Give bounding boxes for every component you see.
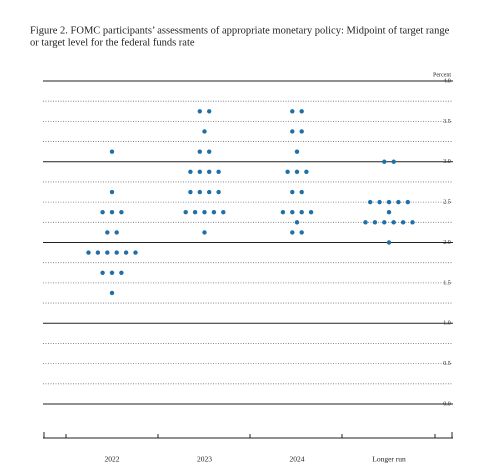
x-tick-label: Longer run (372, 455, 406, 464)
dot (377, 199, 382, 205)
chart-title: Figure 2. FOMC participants’ assessments… (30, 25, 450, 36)
dot (405, 199, 410, 205)
dot (299, 230, 304, 235)
dot (294, 220, 300, 225)
dot (109, 189, 115, 195)
dot (386, 199, 392, 205)
dot (290, 109, 295, 114)
dot (100, 210, 105, 215)
y-tick-label: 1.0 (443, 321, 451, 327)
dot (299, 189, 304, 195)
dot (207, 189, 212, 195)
dot (100, 270, 105, 275)
dot (207, 109, 212, 114)
dot (114, 230, 119, 235)
dot (183, 210, 188, 215)
dot (192, 210, 198, 215)
y-tick-label: 2.5 (443, 200, 451, 206)
y-tick-label: 1.5 (443, 280, 451, 286)
y-axis-label: Percent (433, 72, 451, 78)
dot (299, 210, 304, 215)
dot (363, 220, 368, 225)
dot (290, 210, 295, 215)
dot (109, 149, 115, 154)
dot (396, 199, 401, 205)
dot (95, 250, 101, 255)
dot (105, 250, 110, 255)
dot (368, 199, 373, 205)
y-tick-label: 4.0 (443, 78, 451, 84)
dot (119, 270, 124, 275)
dot (391, 220, 396, 225)
dot (285, 169, 290, 175)
y-tick-label: 2.0 (443, 240, 451, 246)
dot (290, 129, 295, 134)
dot (114, 250, 119, 255)
dot (299, 109, 304, 114)
dot (290, 230, 295, 235)
dot (216, 189, 221, 195)
y-tick-label: 3.5 (443, 119, 451, 125)
dot (294, 149, 300, 154)
x-axis-ticks (43, 432, 453, 438)
dot (400, 220, 406, 225)
dot (86, 250, 91, 255)
dot (105, 230, 110, 235)
dot (109, 270, 115, 275)
dot (202, 129, 207, 134)
dot (109, 290, 115, 296)
dot (382, 220, 387, 225)
dot (372, 220, 378, 225)
dot (216, 169, 221, 175)
dot (304, 169, 309, 175)
dot (202, 230, 207, 235)
x-tick-label: 2022 (105, 455, 120, 464)
y-tick-label: 0.5 (443, 361, 451, 367)
dot (221, 210, 226, 215)
dot (119, 210, 124, 215)
dot (294, 169, 300, 175)
dot (211, 210, 217, 215)
x-tick-label: 2023 (197, 455, 212, 464)
dot (197, 189, 202, 195)
dot (188, 189, 193, 195)
dot (207, 149, 212, 154)
y-tick-label: 0.0 (443, 401, 451, 407)
dot (280, 210, 286, 215)
dot (391, 159, 396, 164)
chart-title: or target level for the federal funds ra… (30, 37, 195, 48)
y-tick-label: 3.0 (443, 159, 451, 165)
dot (202, 210, 207, 215)
dot (133, 250, 138, 255)
dot (386, 210, 392, 215)
dot (197, 149, 202, 154)
x-tick-label: 2024 (290, 455, 305, 464)
dot (299, 129, 304, 134)
dot (290, 189, 295, 195)
dot (123, 250, 129, 255)
dot (382, 159, 387, 164)
dot (207, 169, 212, 175)
dot (197, 109, 202, 114)
dot (386, 240, 392, 245)
dot (109, 210, 115, 215)
dot (410, 220, 415, 225)
dot (188, 169, 193, 175)
dot (308, 210, 314, 215)
dot (197, 169, 202, 175)
